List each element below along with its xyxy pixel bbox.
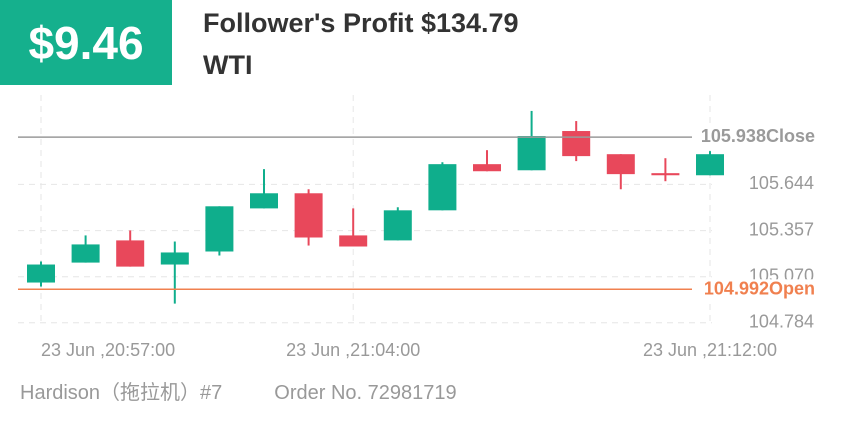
candle-body [27, 264, 55, 283]
candle-body [651, 173, 680, 176]
candle-body [116, 240, 145, 267]
reference-label: 104.992Open [704, 278, 815, 298]
candle-body [606, 154, 635, 175]
candle-body [473, 164, 501, 172]
trader: Hardison（拖拉机）#7 [20, 382, 223, 404]
subtitle: WTI [203, 50, 253, 80]
candle-body [339, 235, 368, 247]
reference-value: 105.938 [701, 126, 766, 146]
candle-body [205, 206, 234, 252]
y-tick-label: 104.784 [749, 311, 814, 331]
profit-badge: $9.46 [0, 0, 172, 85]
candle-body [250, 193, 278, 209]
candle-body [294, 193, 323, 238]
reference-label-bg [693, 127, 823, 148]
x-tick-label: 23 Jun ,21:04:00 [286, 340, 420, 360]
footer: Hardison（拖拉机）#7 Order No. 72981719 [20, 376, 509, 405]
candle-body [428, 164, 457, 211]
reference-label-bg [693, 279, 823, 300]
y-tick-label: 105.357 [749, 219, 814, 239]
x-tick-label: 23 Jun ,21:12:00 [643, 340, 777, 360]
reference-name: Open [769, 278, 815, 298]
candle-body [517, 136, 546, 171]
candle-body [160, 252, 189, 265]
reference-value: 104.992 [704, 278, 769, 298]
y-tick-label: 105.644 [749, 173, 814, 193]
reference-label: 105.938Close [701, 126, 815, 146]
candle-body [562, 131, 591, 157]
candle-body [696, 154, 724, 176]
candle-body [383, 210, 412, 241]
reference-name: Close [766, 126, 815, 146]
order-number: Order No. 72981719 [274, 382, 457, 404]
title: Follower's Profit $134.79 [203, 8, 519, 38]
x-tick-label: 23 Jun ,20:57:00 [41, 340, 175, 360]
candle-body [71, 244, 100, 263]
